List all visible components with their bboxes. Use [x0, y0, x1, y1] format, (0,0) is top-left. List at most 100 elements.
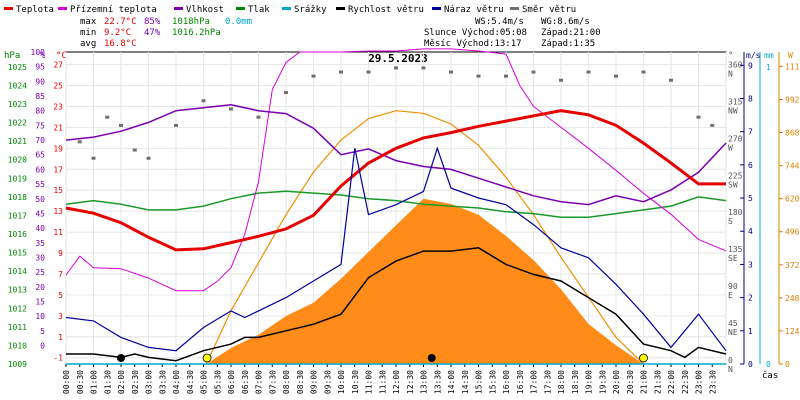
legend-swatch-naraz [432, 7, 441, 10]
tick-label-pct: 55 [35, 180, 45, 189]
wind-direction-point [77, 140, 82, 144]
tick-label-time: 21:30 [653, 370, 662, 394]
tick-label-pct: 40 [35, 224, 45, 233]
tick-label-time: 07:00 [255, 370, 264, 394]
tick-label-hpa: 1012 [8, 304, 27, 313]
tick-label-time: 15:00 [475, 370, 484, 394]
legend-swatch-tlak [236, 7, 245, 10]
tick-label-time: 14:30 [461, 370, 470, 394]
legend-label-tlak: Tlak [248, 5, 270, 15]
legend-swatch-srazky [282, 7, 291, 10]
tick-label-time: 08:30 [296, 370, 305, 394]
tick-label-temp: 11 [53, 228, 63, 237]
tick-label-wm2: 868 [785, 129, 800, 138]
axis-label-ms: m/s [746, 51, 761, 60]
tick-label-time: 11:30 [378, 370, 387, 394]
legend-label-smer: Směr větru [522, 5, 576, 15]
wind-direction-point [105, 115, 110, 119]
wind-speed-line [66, 247, 727, 362]
wind-speed-avg: WS:5.4m/s [475, 17, 524, 27]
tick-label-hpa: 1023 [8, 100, 27, 109]
tick-label-hpa: 1020 [8, 156, 27, 165]
tick-label-dir: 90 [728, 282, 738, 291]
tick-label-time: 13:00 [420, 370, 429, 394]
tick-label-time: 00:30 [76, 370, 85, 394]
tick-label-wm2: 248 [785, 294, 800, 303]
tick-label-temp: 17 [53, 165, 63, 174]
tick-label-pct: 100 [31, 48, 46, 57]
tick-label-pct: 0 [40, 342, 45, 351]
tick-label-dir-compass: NE [728, 328, 738, 337]
legend-label-rychlost: Rychlost větru [348, 5, 424, 15]
tick-label-temp: 5 [58, 291, 63, 300]
tick-label-wm2: 372 [785, 261, 800, 270]
tick-label-pct: 35 [35, 239, 45, 248]
tick-label-dir-compass: W [728, 143, 733, 152]
wind-direction-point [229, 107, 233, 111]
wind-direction-point [201, 99, 206, 103]
wind-direction-point [119, 123, 123, 127]
wind-direction-point [669, 78, 673, 82]
tick-label-hpa: 1014 [8, 267, 27, 276]
axis-label-time: čas [762, 370, 778, 381]
tick-label-temp: -1 [53, 354, 63, 363]
legend-swatch-vlhkost [174, 7, 183, 10]
tick-label-time: 09:00 [310, 370, 319, 394]
stat-avg-temp: 16.8°C [104, 39, 137, 49]
tick-label-pct: 30 [35, 253, 45, 262]
wind-direction-point [421, 66, 426, 70]
ground-temp-line [65, 48, 727, 292]
legend-swatch-prizemni [58, 7, 67, 10]
tick-label-hpa: 1015 [8, 249, 27, 258]
tick-label-time: 03:00 [145, 370, 154, 394]
moon-marker [117, 354, 125, 362]
tick-label-pct: 15 [35, 297, 45, 306]
tick-label-mm: 1 [766, 63, 771, 72]
tick-label-dir: 135 [728, 245, 743, 254]
tick-label-hpa: 1009 [8, 360, 27, 369]
wind-gust-line [65, 146, 727, 352]
tick-label-hpa: 1010 [8, 341, 27, 350]
tick-label-dir-compass: SE [728, 254, 738, 263]
wind-direction-point [531, 70, 536, 74]
tick-label-dir-compass: NW [728, 106, 738, 115]
tick-label-time: 05:30 [213, 370, 222, 394]
tick-label-hpa: 1019 [8, 174, 27, 183]
tick-label-wm2: 992 [785, 95, 800, 104]
wind-direction-point [504, 74, 508, 78]
tick-label-dir: 270 [728, 134, 743, 143]
tick-label-ms: 9 [748, 61, 753, 70]
axis-label-dir: ° [728, 51, 733, 61]
tick-label-pct: 90 [35, 77, 45, 86]
wind-direction-point [146, 156, 151, 160]
tick-label-time: 10:00 [337, 370, 346, 394]
tick-label-dir: 180 [728, 208, 743, 217]
tick-label-time: 03:30 [158, 370, 167, 394]
tick-label-hpa: 1021 [8, 137, 27, 146]
tick-label-time: 17:30 [543, 370, 552, 394]
legend-label-naraz: Náraz větru [444, 5, 504, 15]
pressure-line [65, 190, 727, 219]
wind-direction-point [256, 115, 261, 119]
wind-direction-point [586, 70, 591, 74]
wind-direction-point [284, 91, 288, 95]
tick-label-time: 22:00 [667, 370, 676, 394]
wind-direction-point [559, 78, 563, 82]
axis-label-mm: mm [764, 51, 774, 60]
tick-label-dir-compass: E [728, 291, 733, 300]
tick-label-pct: 20 [35, 283, 45, 292]
tick-label-hpa: 1011 [8, 323, 27, 332]
tick-label-dir-compass: SW [728, 180, 738, 189]
tick-label-dir-compass: N [728, 365, 733, 374]
tick-label-time: 11:00 [365, 370, 374, 394]
legend-swatch-smer [510, 7, 519, 10]
wind-direction-point [641, 70, 646, 74]
wind-direction-point [174, 123, 178, 127]
moon-set: Západ:1:35 [541, 39, 595, 49]
tick-label-time: 06:30 [241, 370, 250, 394]
stat-max-hum: 85% [144, 17, 161, 27]
stat-min-label: min [80, 28, 96, 38]
tick-label-pct: 50 [35, 195, 45, 204]
stat-min-press: 1016.2hPa [172, 28, 221, 38]
